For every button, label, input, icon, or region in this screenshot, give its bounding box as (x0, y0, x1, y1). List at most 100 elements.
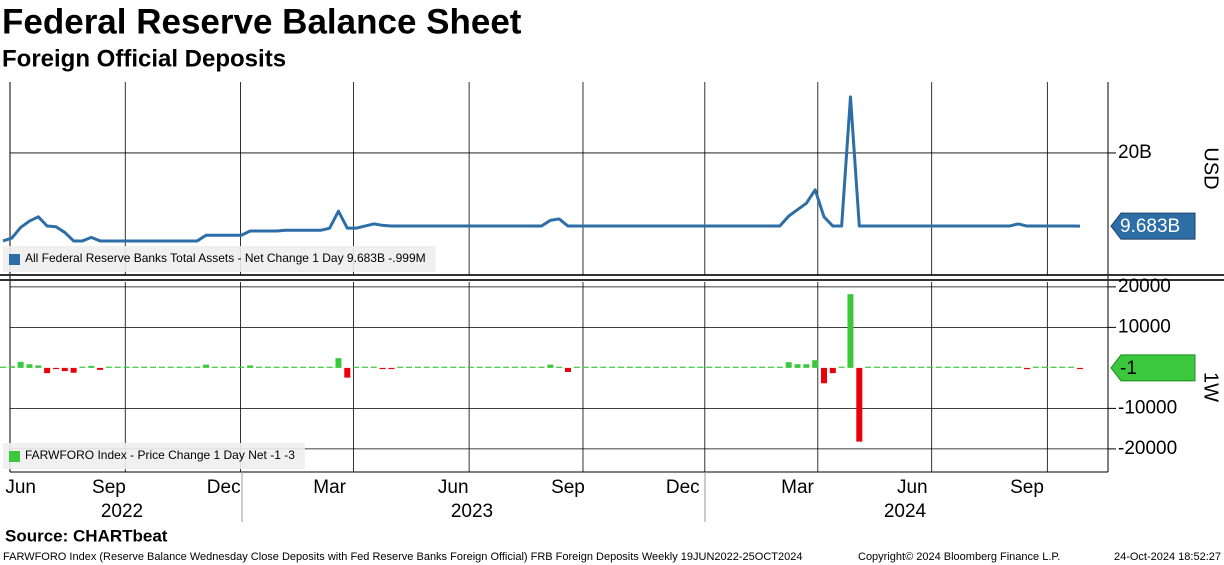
bar (370, 366, 377, 368)
bar (670, 366, 677, 368)
bar (388, 367, 395, 370)
bar (512, 366, 519, 368)
bar (865, 366, 872, 368)
y-tick-label: -20000 (1118, 438, 1177, 459)
bar (353, 366, 360, 368)
year-label: 2023 (451, 501, 493, 522)
bar (432, 366, 439, 368)
bar (35, 365, 42, 368)
bar (820, 367, 827, 384)
bar (459, 366, 466, 368)
bar (397, 366, 404, 368)
y-axis-label: 1W (1200, 372, 1222, 402)
y-tick-label: 20000 (1118, 276, 1171, 297)
bar (768, 366, 775, 368)
bar (653, 366, 660, 368)
bar (123, 366, 130, 368)
bar (176, 366, 183, 368)
bar (847, 294, 854, 368)
bar (1041, 366, 1048, 368)
bar (953, 366, 960, 368)
bar (759, 366, 766, 368)
bar (706, 366, 713, 368)
bar (256, 366, 263, 368)
bar (662, 366, 669, 368)
bar (988, 366, 995, 368)
bar (282, 366, 289, 368)
bar (582, 366, 589, 368)
bar (609, 366, 616, 368)
bar (326, 366, 333, 368)
line (2, 95, 1081, 243)
bar (44, 367, 51, 374)
bar (1024, 367, 1031, 370)
bar (52, 367, 59, 370)
y-tick-label: -10000 (1118, 397, 1177, 418)
bar (158, 366, 165, 368)
year-label: 2024 (884, 501, 927, 522)
bar (926, 366, 933, 368)
subtitle: Foreign Official Deposits (2, 45, 286, 72)
bar (918, 366, 925, 368)
y-tick-label: 20B (1118, 142, 1152, 163)
bar (688, 366, 695, 368)
bar (70, 367, 77, 373)
bar (105, 366, 112, 368)
bar (538, 366, 545, 368)
legend: FARWFORO Index - Price Change 1 Day Net … (3, 443, 305, 469)
bar (882, 366, 889, 368)
bar (485, 366, 492, 368)
bar (247, 365, 254, 368)
bar (1050, 366, 1057, 368)
bar (264, 366, 271, 368)
bar (829, 367, 836, 374)
timestamp: 24-Oct-2024 18:52:27 (1114, 551, 1221, 563)
bar (556, 366, 563, 368)
bar (1032, 366, 1039, 368)
bar (697, 366, 704, 368)
last-value-label: -1 (1120, 358, 1137, 379)
legend-swatch (9, 254, 20, 265)
bar (238, 366, 245, 368)
bar (79, 366, 86, 368)
x-tick-label: Mar (313, 477, 346, 498)
bar (8, 366, 15, 368)
bar (300, 366, 307, 368)
bar (909, 366, 916, 368)
bar (335, 358, 342, 368)
legend-background (3, 246, 436, 272)
legend-background (3, 443, 305, 469)
bar (203, 364, 210, 368)
bar (547, 364, 554, 368)
last-value-label: 9.683B (1120, 216, 1180, 237)
bar (503, 366, 510, 368)
bar (600, 366, 607, 368)
bar (812, 360, 819, 368)
legend: All Federal Reserve Banks Total Assets -… (3, 246, 436, 272)
y-tick-label: 10000 (1118, 316, 1171, 337)
bar (17, 361, 24, 368)
bar (141, 366, 148, 368)
x-tick-label: Jun (438, 477, 469, 498)
bar (229, 366, 236, 368)
bar (997, 366, 1004, 368)
legend-label: All Federal Reserve Banks Total Assets -… (25, 251, 426, 265)
bar (979, 366, 986, 368)
bar (900, 366, 907, 368)
bar (617, 366, 624, 368)
bar (785, 362, 792, 368)
bar (715, 366, 722, 368)
footer-description: FARWFORO Index (Reserve Balance Wednesda… (3, 551, 802, 563)
copyright: Copyright© 2024 Bloomberg Finance L.P. (858, 551, 1060, 563)
bar (1059, 366, 1066, 368)
x-tick-label: Sep (92, 477, 126, 498)
x-tick-label: Mar (781, 477, 814, 498)
bar (591, 366, 598, 368)
last-value-tag (1110, 354, 1196, 382)
bar (1077, 367, 1083, 370)
last-value-tag (1110, 212, 1196, 240)
bar (1015, 366, 1022, 368)
x-tick-label: Dec (666, 477, 700, 498)
bar (723, 366, 730, 368)
